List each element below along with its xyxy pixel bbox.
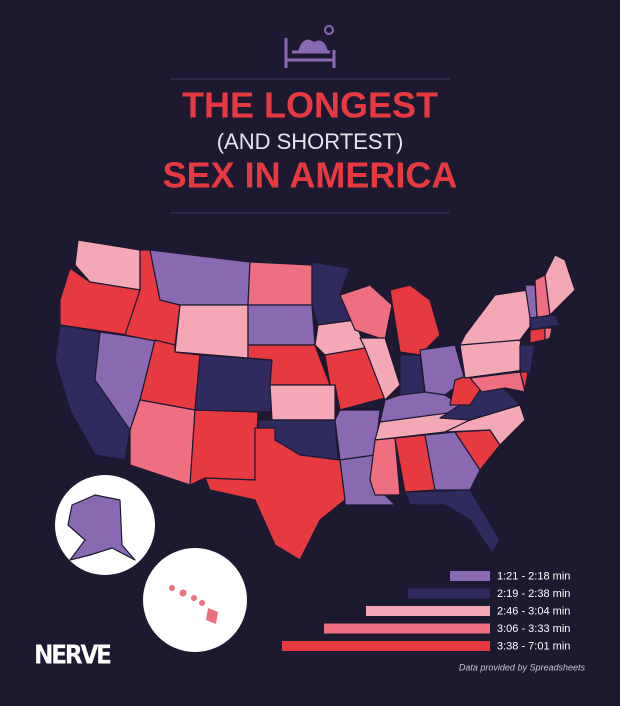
state [529, 327, 546, 344]
title: SEX IN AMERICA [163, 155, 458, 196]
state [67, 494, 136, 561]
credit: Data provided by Spreadsheets [459, 662, 586, 672]
state [269, 384, 336, 421]
legend-label: 2:46 - 3:04 min [497, 605, 570, 617]
legend-swatch [408, 588, 490, 599]
legend-label: 1:21 - 2:18 min [497, 570, 570, 582]
state [359, 337, 401, 401]
state [189, 409, 259, 486]
island [206, 608, 218, 624]
island [199, 600, 205, 606]
state [404, 489, 501, 554]
state [424, 431, 481, 491]
bed-icon [284, 25, 336, 68]
island [179, 589, 187, 597]
legend: 1:21 - 2:18 min 2:19 - 2:38 min 2:46 - 3:0… [282, 570, 570, 652]
title: THE LONGEST [182, 85, 438, 126]
state [469, 371, 526, 393]
state [389, 284, 441, 356]
island [191, 595, 197, 601]
legend-label: 3:38 - 7:01 min [497, 640, 570, 652]
legend-swatch [450, 571, 490, 581]
us-map [54, 239, 576, 561]
state [519, 344, 536, 376]
state [339, 284, 393, 341]
legend-label: 3:06 - 3:33 min [497, 623, 570, 635]
island [169, 585, 175, 591]
state [369, 437, 401, 496]
logo: NERVE [34, 641, 112, 671]
legend-swatch [366, 606, 490, 616]
state [194, 354, 273, 413]
state [204, 427, 346, 561]
legend-swatch [282, 641, 490, 651]
hawaii [169, 585, 218, 624]
state [247, 304, 316, 346]
state [529, 314, 561, 331]
state [544, 327, 553, 341]
state [129, 399, 196, 486]
state [247, 261, 313, 306]
state [174, 304, 249, 359]
legend-swatch [324, 623, 490, 634]
subtitle: (AND SHORTEST) [217, 129, 404, 154]
legend-label: 2:19 - 2:38 min [497, 588, 570, 600]
